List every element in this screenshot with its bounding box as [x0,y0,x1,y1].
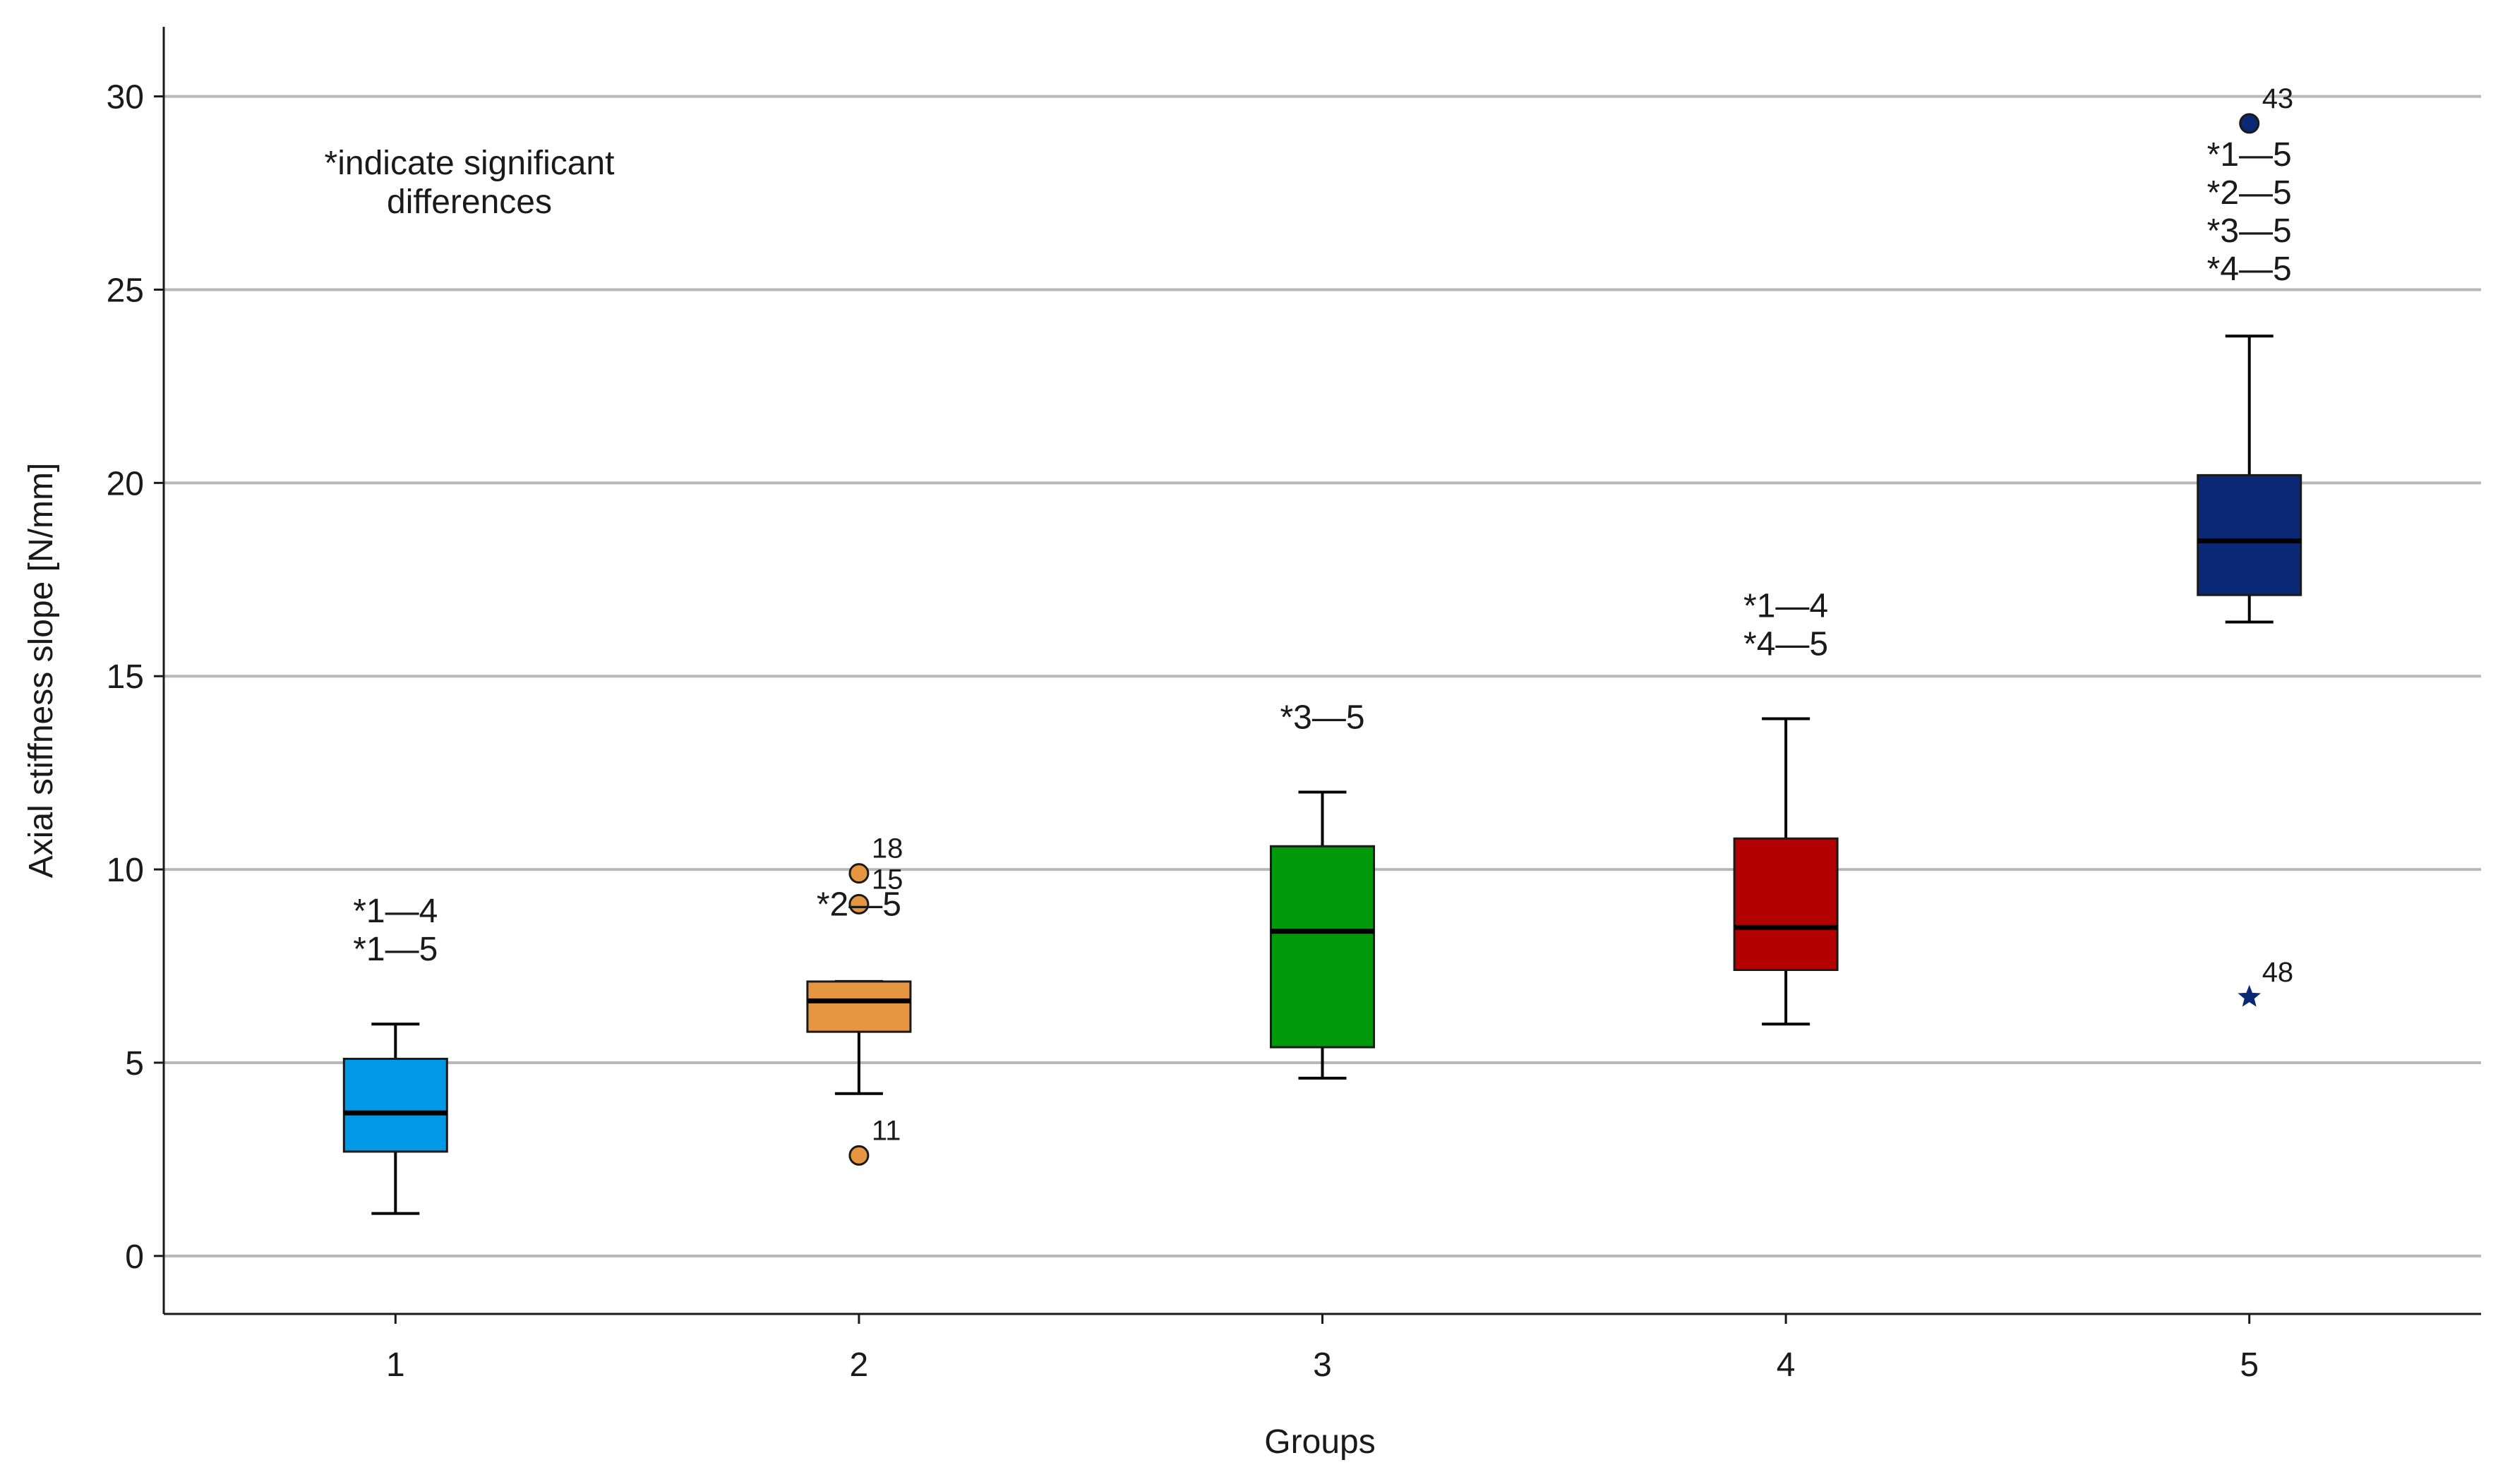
group-5-case-label-48: 48 [2262,957,2294,988]
group-5-outlier-point-43 [2239,113,2260,134]
group-5-case-label-43: 43 [2262,83,2294,114]
y-tick-label-5: 5 [125,1045,144,1082]
group-2-box [806,980,912,1033]
group-5-box [2197,473,2302,596]
group-1-box [342,1057,448,1153]
y-tick-label-30: 30 [107,79,144,116]
x-tick-label-3: 3 [1313,1346,1332,1384]
y-axis-title: Axial stiffness slope [N/mm] [23,463,60,879]
group-2-case-label-18: 18 [872,833,903,864]
y-tick-label-25: 25 [107,272,144,309]
group-5-significance-2: *2—5 [2207,174,2292,212]
group-5-significance-3: *3—5 [2207,212,2292,250]
x-axis-title: Groups [1264,1423,1375,1461]
group-2-case-label-11: 11 [872,1115,901,1146]
x-tick-label-2: 2 [850,1346,869,1384]
group-2-significance-1: *2—5 [817,886,901,924]
y-tick-label-10: 10 [107,852,144,889]
group-4-significance-1: *1—4 [1743,587,1828,625]
y-tick-label-15: 15 [107,658,144,696]
group-3-significance-1: *3—5 [1280,699,1364,737]
gridlines [164,95,2481,1257]
x-tick-label-5: 5 [2240,1346,2259,1384]
group-1-significance-2: *1—5 [353,931,438,968]
group-2-case-label-15: 15 [872,864,903,895]
significance-note-line-2: differences [387,183,552,221]
group-2-outlier-point-11 [848,1145,870,1166]
group-3-box [1270,845,1375,1049]
x-tick-label-4: 4 [1777,1346,1796,1384]
group-4-significance-2: *4—5 [1743,625,1828,663]
significance-note-line-1: *indicate significant [325,145,615,182]
group-5-significance-1: *1—5 [2207,136,2292,174]
group-5-extreme-point-48 [2238,984,2261,1007]
y-tick-label-20: 20 [107,465,144,502]
group-1-significance-1: *1—4 [353,893,438,930]
annotations: Groups Axial stiffness slope [N/mm] *ind… [23,83,2293,1461]
y-tick-label-0: 0 [125,1238,144,1276]
boxes [342,113,2302,1215]
axes: 0 5 10 15 20 25 30 1 2 3 4 5 [107,27,2481,1384]
group-2-outlier-point-15 [848,893,870,915]
group-2-outlier-point-18 [848,863,870,884]
x-tick-label-1: 1 [386,1346,405,1384]
group-5-significance-4: *4—5 [2207,251,2292,288]
group-4-box [1733,837,1839,972]
